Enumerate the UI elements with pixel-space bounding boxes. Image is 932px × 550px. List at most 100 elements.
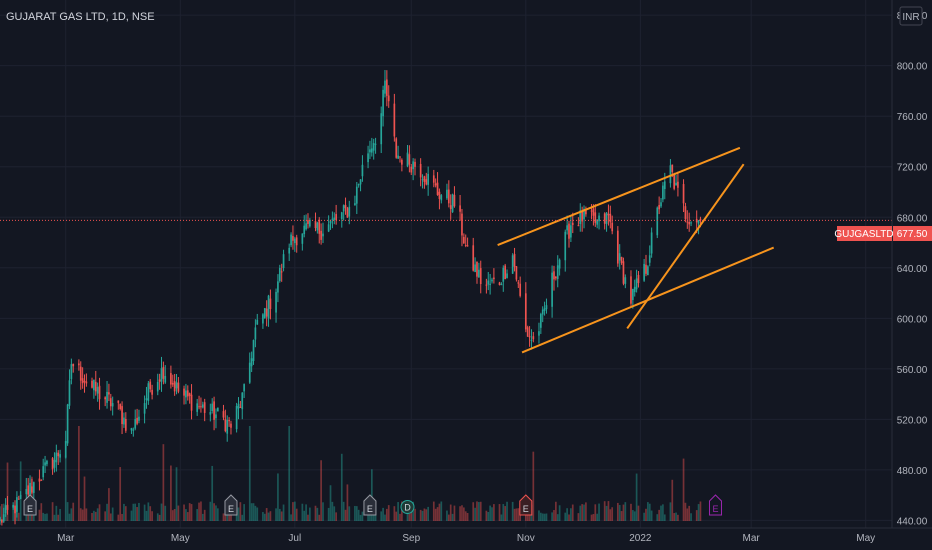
volume-bar (98, 504, 101, 521)
candle-body (16, 497, 18, 512)
volume-bar (543, 513, 546, 521)
volume-bar (581, 504, 583, 521)
volume-bar (493, 504, 495, 521)
volume-bar (622, 504, 625, 521)
trendline-upper-channel[interactable] (497, 146, 741, 246)
volume-bar (248, 426, 251, 521)
volume-bar (143, 504, 146, 521)
candle-body (618, 253, 621, 261)
candle-body (432, 175, 435, 183)
candle-body (94, 381, 97, 392)
volume-bar (170, 465, 172, 521)
currency-button[interactable]: INR (899, 6, 923, 26)
candle-body (438, 191, 441, 199)
candle-body (93, 379, 95, 391)
volume-bar (201, 513, 204, 521)
candle-body (185, 390, 187, 398)
volume-bar (555, 501, 557, 521)
candle-body (566, 225, 568, 231)
earnings-marker[interactable]: E (363, 494, 377, 516)
volume-bar (243, 504, 245, 521)
candle-body (158, 379, 161, 382)
candle-body (440, 195, 443, 201)
candle-body (447, 189, 450, 204)
volume-bar (423, 508, 426, 521)
candle-body (160, 368, 163, 382)
candle-body (196, 403, 199, 412)
candle-body (85, 381, 88, 384)
volume-bar (643, 512, 645, 521)
candle-body (637, 274, 640, 284)
volume-bar (406, 507, 409, 521)
volume-bar (226, 514, 229, 521)
earnings-marker-shape (23, 494, 37, 516)
candle-body (138, 416, 140, 421)
volume-bar (611, 507, 614, 521)
candle-body (513, 253, 516, 267)
candle-body (171, 382, 174, 385)
price-axis[interactable]: 840.00800.00760.00720.00680.00640.00600.… (897, 11, 928, 527)
earnings-marker[interactable]: E (519, 494, 533, 516)
candle-body (303, 225, 306, 235)
trendline-rising-support[interactable] (626, 163, 745, 329)
event-markers[interactable]: E E E E ED (23, 494, 722, 516)
candle-body (645, 264, 647, 274)
candle-body (145, 398, 148, 401)
earnings-marker[interactable]: E (708, 494, 722, 516)
candle-body (372, 143, 375, 151)
volume-bar (278, 508, 281, 521)
dividend-marker[interactable]: D (400, 500, 415, 514)
volume-bar (173, 509, 176, 521)
y-tick-label: 600.00 (897, 314, 928, 325)
volume-bar (551, 512, 553, 521)
volume-bar (590, 514, 593, 521)
volume-bar (91, 513, 93, 521)
volume-bar (382, 507, 384, 521)
candle-body (485, 284, 488, 286)
candle-body (143, 403, 146, 414)
volume-bar (40, 503, 43, 521)
candle-body (42, 466, 45, 478)
y-tick-label: 720.00 (897, 163, 928, 174)
volume-bar (699, 501, 702, 521)
volume-bar (263, 513, 266, 521)
candle-body (474, 264, 476, 273)
candle-body (622, 261, 625, 284)
candle-body (209, 412, 212, 415)
candle-body (699, 218, 702, 221)
volume-bar (138, 502, 140, 521)
volume-bar (478, 502, 480, 521)
earnings-marker[interactable]: E (23, 494, 37, 516)
volume-bar (121, 513, 123, 521)
volume-bar (487, 511, 490, 521)
price-tag-bg (893, 226, 932, 241)
volume-bar (656, 514, 659, 521)
symbol-tag: GUJGASLTD (834, 229, 893, 240)
volume-bar (123, 503, 125, 521)
candle-body (487, 280, 490, 285)
volume-bar (316, 507, 319, 521)
candle-body (51, 458, 54, 470)
volume-bar (314, 505, 317, 521)
volume-bar (419, 509, 422, 521)
volume-bar (309, 507, 311, 521)
candle-body (684, 206, 687, 220)
volume-bar (104, 511, 107, 521)
candle-body (198, 406, 200, 408)
candle-body (660, 202, 662, 207)
volume-bar (607, 501, 610, 521)
candle-body (401, 159, 403, 165)
volume-bar (320, 460, 322, 521)
candle-body (369, 149, 371, 153)
candle-body (248, 362, 251, 383)
candle-body (59, 454, 61, 458)
volume-bar (485, 510, 488, 521)
candle-body (361, 164, 364, 177)
candle-body (346, 208, 349, 218)
candle-body (647, 266, 649, 276)
earnings-marker[interactable]: E (224, 494, 238, 516)
trendlines[interactable] (497, 146, 775, 354)
time-axis[interactable]: Mar May Jul Sep Nov 2022 Mar May (57, 533, 875, 544)
